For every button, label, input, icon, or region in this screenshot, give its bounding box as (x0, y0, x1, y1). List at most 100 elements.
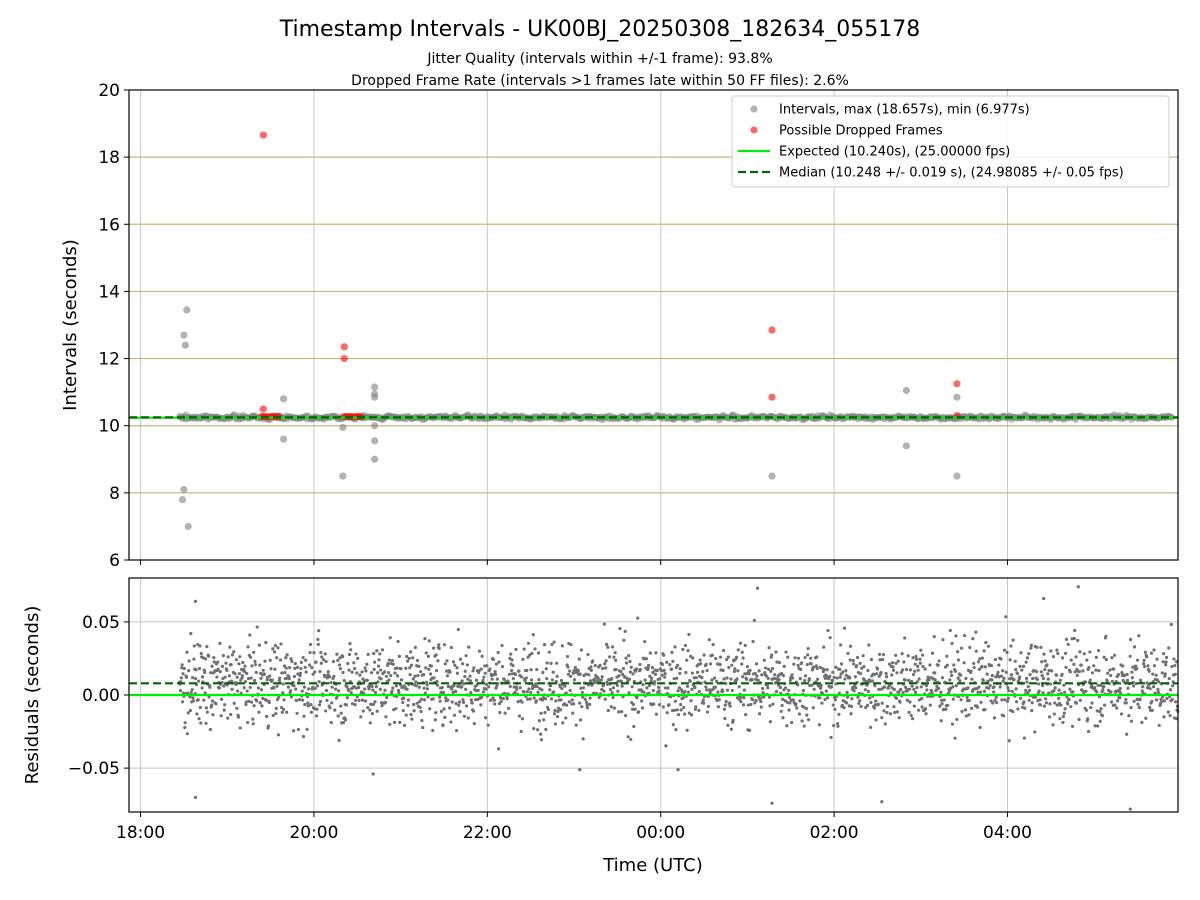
residual-point (312, 707, 316, 711)
residual-point (561, 721, 565, 725)
interval-point (184, 522, 192, 531)
residual-point (725, 658, 729, 662)
residual-point (699, 662, 703, 666)
residual-point (864, 705, 868, 710)
residual-point (611, 686, 616, 690)
residual-point (1099, 683, 1103, 688)
residual-point (304, 658, 308, 662)
residual-point (649, 679, 653, 683)
residual-point (925, 688, 929, 692)
residual-point (708, 691, 712, 695)
residual-point (400, 686, 404, 690)
residual-point (511, 676, 515, 681)
residual-point (443, 715, 447, 719)
residual-point (418, 700, 422, 704)
residual-point (1098, 709, 1102, 714)
residual-point (226, 655, 230, 659)
residual-point (1010, 689, 1014, 693)
residual-point (585, 706, 590, 710)
residual-point (300, 689, 304, 693)
residual-point (198, 705, 202, 710)
residual-point (539, 738, 544, 742)
residual-point (835, 676, 839, 680)
residual-point (498, 710, 502, 715)
residual-point (511, 664, 515, 668)
residual-point (833, 707, 837, 711)
residual-point (248, 633, 252, 637)
residual-point (559, 678, 564, 683)
residual-point (738, 641, 743, 645)
residual-point (1174, 717, 1178, 721)
interval-point (371, 422, 379, 430)
residual-point (668, 662, 672, 667)
residual-point (835, 721, 840, 726)
residual-point (907, 687, 912, 691)
residual-point (401, 700, 405, 705)
residual-point (1124, 697, 1128, 702)
residual-point (1141, 685, 1145, 689)
residual-point (1045, 663, 1049, 667)
residual-point (1142, 665, 1147, 669)
residual-point (1082, 652, 1086, 656)
residual-point (444, 696, 448, 700)
residual-point (710, 653, 714, 657)
residual-point (972, 665, 976, 670)
residual-point (197, 666, 202, 671)
residual-point (192, 657, 196, 661)
residual-point (1138, 697, 1142, 701)
residual-point (1042, 704, 1046, 708)
residual-point (200, 686, 204, 690)
residual-point (246, 645, 250, 649)
residual-point (729, 727, 733, 731)
residual-point (431, 646, 436, 650)
residual-point (487, 685, 491, 689)
bottom-y-tick-label: 0.05 (82, 613, 120, 633)
residual-point (1127, 714, 1131, 718)
residual-point (1000, 698, 1004, 702)
residual-point (274, 706, 278, 710)
residual-point (633, 669, 638, 673)
residual-point (267, 700, 271, 705)
residual-point (654, 712, 658, 716)
residual-point (642, 690, 646, 694)
residual-point (899, 688, 903, 692)
residual-point (945, 663, 949, 667)
residual-point (1069, 705, 1073, 709)
residual-point (1116, 672, 1121, 677)
residual-point (597, 695, 601, 700)
residual-point (383, 700, 388, 704)
residual-point (992, 685, 996, 689)
residual-point (702, 653, 706, 657)
residual-point (524, 676, 528, 680)
residual-point (711, 643, 715, 647)
residual-point (1043, 667, 1047, 672)
residual-point (1124, 701, 1128, 705)
residual-point (301, 734, 306, 739)
residual-point (906, 654, 910, 658)
residual-point (924, 684, 929, 688)
residual-point (960, 709, 964, 714)
interval-point (339, 423, 347, 431)
residual-point (518, 686, 522, 690)
residual-point (848, 676, 852, 680)
residual-point (980, 664, 984, 669)
residual-point (464, 654, 468, 658)
residual-point (180, 666, 184, 670)
residual-point (710, 678, 714, 682)
residual-point (383, 688, 387, 692)
residual-point (260, 704, 264, 708)
residual-point (701, 670, 705, 674)
residual-point (911, 672, 916, 677)
residual-point (455, 671, 460, 675)
residual-point (422, 672, 426, 677)
residual-point (747, 728, 752, 732)
residual-point (617, 710, 621, 714)
residual-point (389, 673, 393, 678)
residual-point (402, 696, 406, 700)
residual-point (874, 672, 879, 676)
interval-point (178, 495, 187, 504)
residual-point (1027, 652, 1031, 656)
residual-point (251, 722, 255, 726)
residual-point (841, 670, 845, 674)
residual-point (901, 691, 905, 695)
